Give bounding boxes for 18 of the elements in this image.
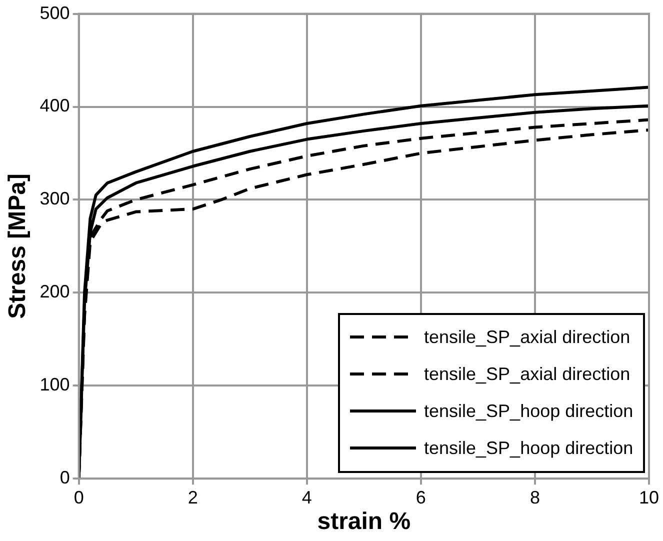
y-tick-label: 100 <box>40 374 70 395</box>
y-axis-title: Stress [MPa] <box>4 174 32 319</box>
legend-label: tensile_SP_hoop direction <box>424 438 634 459</box>
x-tick-label: 2 <box>188 487 198 508</box>
legend-label: tensile_SP_hoop direction <box>424 400 634 422</box>
legend-label: tensile_SP_axial direction <box>424 326 630 348</box>
x-tick-label: 6 <box>416 487 426 508</box>
x-tick-label: 0 <box>74 487 84 508</box>
y-tick-label: 200 <box>40 282 70 302</box>
y-tick-label: 500 <box>40 2 70 23</box>
y-tick-label: 300 <box>40 188 70 209</box>
x-tick-label: 4 <box>302 487 312 508</box>
legend-label: tensile_SP_axial direction <box>424 364 630 385</box>
x-axis-title: strain % <box>317 508 411 536</box>
x-tick-label: 8 <box>530 487 540 508</box>
y-tick-label: 400 <box>40 96 70 116</box>
y-tick-label: 0 <box>60 468 70 488</box>
x-tick-label: 10 <box>638 487 660 508</box>
